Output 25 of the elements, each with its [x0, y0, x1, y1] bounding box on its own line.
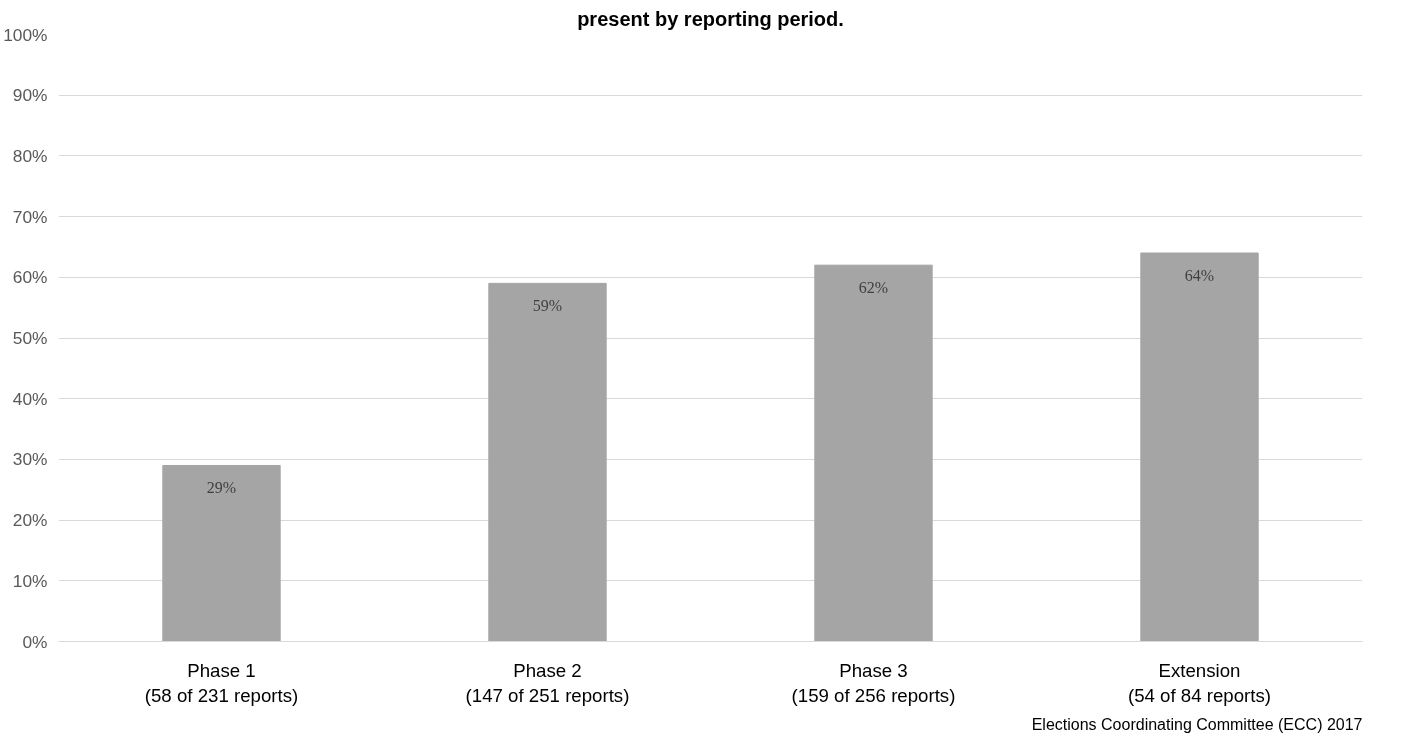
x-tick-label: Extension (54 of 84 reports)	[1127, 659, 1272, 706]
y-tick-label: 0%	[22, 631, 48, 652]
y-tick-label: 30%	[12, 449, 48, 470]
y-tick-label: 100%	[3, 24, 48, 45]
bar	[162, 464, 281, 642]
x-tick-label: Phase 1 (58 of 231 reports)	[144, 659, 299, 706]
chart-title: present by reporting period.	[577, 7, 844, 30]
y-tick-label: 80%	[12, 145, 48, 166]
data-label: 62%	[858, 279, 889, 297]
data-label: 59%	[532, 297, 563, 315]
bar	[488, 282, 607, 642]
y-tick-label: 20%	[12, 510, 48, 531]
bar	[814, 264, 933, 642]
data-label: 29%	[206, 479, 237, 497]
bar	[1140, 252, 1259, 642]
y-tick-label: 50%	[12, 328, 48, 348]
y-tick-label: 70%	[12, 206, 48, 227]
y-tick-label: 60%	[12, 267, 48, 288]
x-tick-label: Phase 3 (159 of 256 reports)	[791, 659, 956, 706]
text: Elections Coordinating Committee (ECC) 2017	[1031, 715, 1363, 733]
data-label: 64%	[1184, 267, 1215, 285]
y-tick-label: 40%	[12, 388, 48, 409]
y-tick-label: 90%	[12, 85, 48, 106]
y-tick-label: 10%	[12, 570, 48, 591]
x-tick-label: Phase 2 (147 of 251 reports)	[465, 659, 630, 706]
